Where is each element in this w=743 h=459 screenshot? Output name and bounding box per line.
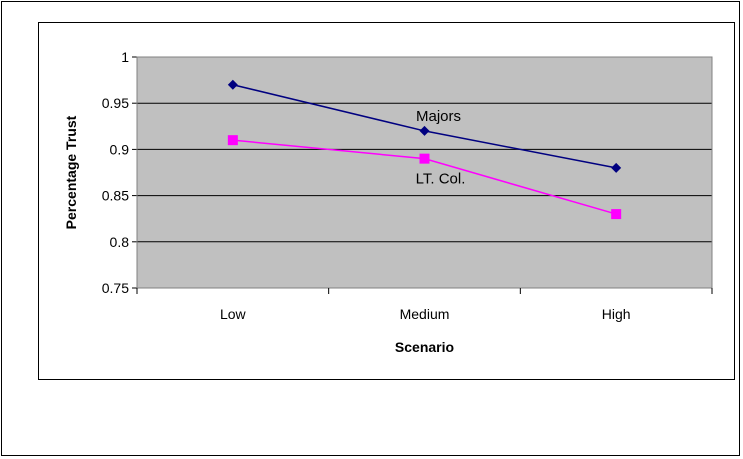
- y-tick-label: 0.85: [102, 188, 129, 204]
- y-tick-label: 0.75: [102, 280, 129, 296]
- series-layer: Majors LT. Col.: [227, 79, 622, 220]
- y-tick-label: 1: [121, 49, 129, 65]
- plot-border: [136, 56, 713, 289]
- x-tick-label: Medium: [400, 306, 450, 322]
- axes: [132, 56, 713, 294]
- data-point: [227, 79, 238, 90]
- series-label: Majors: [416, 108, 461, 125]
- data-point: [611, 162, 622, 173]
- x-tick-label: High: [602, 306, 631, 322]
- x-axis-title: Scenario: [395, 339, 454, 355]
- data-point: [419, 153, 430, 164]
- x-tick-labels: Low Medium High: [220, 306, 631, 322]
- x-tick-label: Low: [220, 306, 247, 322]
- y-tick-label: 0.95: [102, 95, 129, 111]
- y-axis-title: Percentage Trust: [63, 115, 79, 229]
- series-0: Majors: [227, 79, 622, 173]
- y-tick-label: 0.9: [110, 141, 130, 157]
- data-point: [227, 135, 238, 146]
- data-point: [611, 209, 622, 220]
- data-point: [419, 125, 430, 136]
- series-label: LT. Col.: [416, 171, 466, 188]
- y-tick-labels: 0.75 0.8 0.85 0.9 0.95 1: [102, 49, 129, 296]
- series-1: LT. Col.: [227, 135, 622, 220]
- y-tick-label: 0.8: [110, 234, 130, 250]
